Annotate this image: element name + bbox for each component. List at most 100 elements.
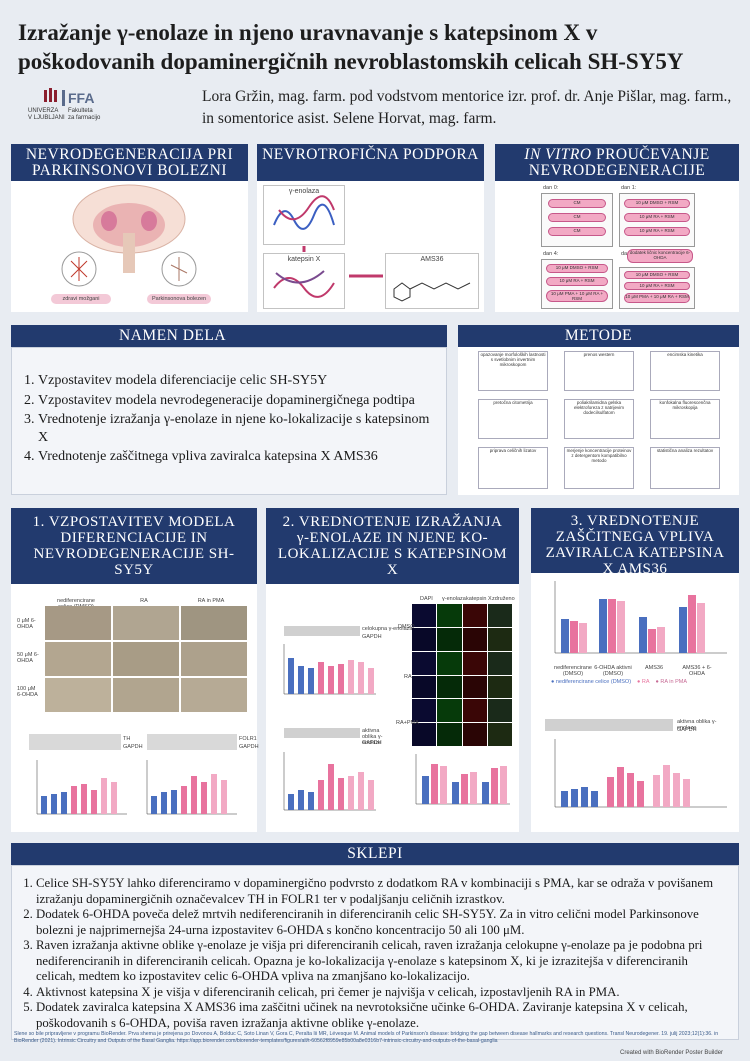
plate-day1: 10 μM DMSO + RSM 10 μM RA + RSM 10 μM RA… bbox=[619, 193, 695, 247]
s3-title: 3. VREDNOTENJE ZAŠČITNEGA VPLIVA ZAVIRAL… bbox=[545, 513, 725, 577]
cm-pill: CM bbox=[548, 199, 606, 208]
s3-blot bbox=[545, 719, 673, 731]
plate-day4: 10 μM DMSO + RSM 10 μM RA + RSM 10 μM PM… bbox=[541, 259, 613, 309]
s2-coloc-chart-icon bbox=[415, 754, 510, 805]
s1-col-ra: RA bbox=[140, 598, 148, 604]
s2-panel: celokupna γ-enolaza GAPDH aktivna oblika… bbox=[266, 584, 519, 832]
plate-day7: 10 μM DMSO + RSM 10 μM RA + RSM 10 μM PM… bbox=[619, 267, 695, 309]
legend-ra: ● RA bbox=[637, 679, 650, 685]
s3-legend: ● nediferencirane celice (DMSO) ● RA ● R… bbox=[551, 679, 731, 685]
s3-header: 3. VREDNOTENJE ZAŠČITNEGA VPLIVA ZAVIRAL… bbox=[531, 508, 739, 577]
cm-pill-3: CM bbox=[548, 227, 606, 236]
s2-blot-active bbox=[284, 728, 360, 738]
neuro-title: NEVRODEGENERACIJA PRI PARKINSONOVI BOLEZ… bbox=[25, 146, 234, 179]
method-box: opazovanje morfoloških lastnosti s svetl… bbox=[478, 351, 548, 391]
method-box: statistična analiza rezultatov bbox=[650, 447, 720, 489]
invitro-header: IN VITRO PROUČEVANJE NEVRODEGENERACIJE bbox=[495, 144, 739, 181]
aim-item: Vrednotenje zaščitnega vpliva zaviralca … bbox=[38, 448, 436, 466]
s1-row-0: 0 μM 6-OHDA bbox=[17, 618, 36, 630]
conf-row-ra: RA bbox=[404, 674, 412, 680]
s3-group-1: 6-OHDA aktivni (DMSO) bbox=[594, 665, 632, 677]
s2-blot-total-label: celokupna γ-enolaza bbox=[362, 626, 413, 632]
s1-blot-folr1 bbox=[147, 734, 237, 750]
ra-rsm-pill: 10 μM RA + RSM bbox=[624, 227, 690, 236]
ffa-logo-text: FFA bbox=[68, 90, 95, 106]
s3-group-3: AMS36 + 6-OHDA bbox=[682, 665, 712, 677]
invitro-title-rest: PROUČEVANJE NEVRODEGENERACIJE bbox=[528, 146, 710, 179]
plate-day0: CM CM CM bbox=[541, 193, 613, 247]
ams36-label: AMS36 bbox=[420, 256, 444, 263]
method-box: poliakrilamidna gelska elektroforeza z n… bbox=[564, 399, 634, 439]
parkinson-label: Parkinsonova bolezen bbox=[151, 296, 207, 302]
ul-emblem-icon bbox=[44, 88, 65, 106]
s1-panel: nediferencirane celice (DMSO) RA RA in P… bbox=[11, 584, 259, 832]
concl-item: Dodatek zaviralca katepsina X AMS36 ima … bbox=[36, 1000, 720, 1031]
s2-blot-total bbox=[284, 626, 360, 636]
s2-bar-chart-2-icon bbox=[283, 752, 376, 811]
conf-col-enolase: γ-enolaza bbox=[442, 596, 466, 602]
conf-row-dmso: DMSO bbox=[398, 624, 415, 630]
cathepsin-structure-icon bbox=[273, 270, 335, 298]
enolase-label: γ-enolaza bbox=[288, 188, 320, 195]
biorender-credit: Created with BioRender Poster Builder bbox=[620, 1050, 724, 1056]
s1-col-rapma: RA in PMA bbox=[197, 598, 225, 604]
ams36-box: AMS36 bbox=[385, 253, 479, 309]
logo-line2: V LJUBLJANI bbox=[28, 115, 65, 121]
s1-row-50: 50 μM 6-OHDA bbox=[17, 652, 39, 664]
concl-item: Celice SH-SY5Y lahko diferenciramo v dop… bbox=[36, 876, 720, 907]
method-box: konfokalna fluorescenčna mikroskopija bbox=[650, 399, 720, 439]
s2-title: 2. VREDNOTENJE IZRAŽANJA γ-ENOLAZE IN NJ… bbox=[277, 514, 508, 578]
logo-sub1: Fakulteta bbox=[68, 108, 93, 114]
methods-panel: opazovanje morfoloških lastnosti s svetl… bbox=[458, 347, 739, 495]
aim-panel: Vzpostavitev modela diferenciacije celic… bbox=[11, 347, 447, 495]
s1-blot-th-label: TH bbox=[123, 736, 131, 742]
day4-pma-pill: 10 μM PMA + 10 μM RA + RSM bbox=[546, 290, 608, 302]
s3-group-2: AMS36 bbox=[644, 665, 664, 671]
s2-blot-active-label: aktivna oblika γ-enolaze bbox=[362, 728, 383, 746]
s1-title: 1. VZPOSTAVITEV MODELA DIFERENCIACIJE IN… bbox=[32, 514, 236, 578]
concl-title: SKLEPI bbox=[347, 845, 403, 862]
healthy-brain-label: zdravi možgani bbox=[62, 296, 100, 302]
conf-col-cathepsin: katepsin X bbox=[466, 596, 492, 602]
conf-col-dapi: DAPI bbox=[420, 596, 433, 602]
poster-title: Izražanje γ-enolaze in njeno uravnavanje… bbox=[18, 20, 684, 74]
ra-pill: 10 μM RA + RSM bbox=[624, 213, 690, 222]
s2-bar-chart-1-icon bbox=[283, 644, 376, 695]
enolase-structure-icon bbox=[273, 195, 335, 230]
aim-item: Vzpostavitev modela nevrodegeneracije do… bbox=[38, 392, 436, 410]
dmso-pill: 10 μM DMSO + RSM bbox=[624, 199, 690, 208]
enolase-box: γ-enolaza bbox=[263, 185, 345, 245]
s1-blot-folr1-label: FOLR1 bbox=[239, 736, 257, 742]
invitro-panel: dan 0: dan 1: dan 4: dan 7 CM CM CM 10 μ… bbox=[495, 181, 739, 312]
s2-header: 2. VREDNOTENJE IZRAŽANJA γ-ENOLAZE IN NJ… bbox=[266, 508, 519, 584]
conf-col-merged: združeno bbox=[492, 596, 515, 602]
cathepsin-box: katepsin X bbox=[263, 253, 345, 309]
day4-label: dan 4: bbox=[543, 251, 559, 257]
arrows-icon bbox=[302, 246, 383, 278]
s1-blot-folr1-gapdh-label: GAPDH bbox=[239, 744, 259, 750]
day0-label: dan 0: bbox=[543, 185, 559, 191]
s1-blot-th bbox=[29, 734, 121, 750]
method-box: prenos western bbox=[564, 351, 634, 391]
day7-dmso-pill: 10 μM DMSO + RSM bbox=[624, 271, 690, 279]
methods-header: METODE bbox=[458, 325, 739, 347]
s2-blot-total-gapdh: GAPDH bbox=[362, 634, 382, 640]
concl-header: SKLEPI bbox=[11, 843, 739, 865]
neuro-panel: zdravi možgani Parkinsonova bolezen bbox=[11, 181, 248, 312]
s3-group-0: nediferencirane (DMSO) bbox=[554, 665, 592, 677]
method-box: encimska kinetika bbox=[650, 351, 720, 391]
s3-blot-gapdh: GAPDH bbox=[677, 727, 697, 733]
concl-item: Dodatek 6-OHDA poveča delež mrtvih nedif… bbox=[36, 907, 720, 938]
micrograph-grid bbox=[45, 606, 247, 712]
aim-header: NAMEN DELA bbox=[11, 325, 447, 347]
aim-title: NAMEN DELA bbox=[119, 327, 227, 344]
concl-item: Aktivnost katepsina X je višja v diferen… bbox=[36, 985, 720, 1001]
s2-blot-active-gapdh: GAPDH bbox=[362, 740, 382, 746]
logo-sub2: za farmacijo bbox=[68, 115, 101, 121]
s3-blot-label: aktivna oblika γ-enolaze bbox=[677, 719, 717, 731]
s1-row-100: 100 μM 6-OHDA bbox=[17, 686, 38, 698]
methods-title: METODE bbox=[564, 327, 633, 344]
confocal-grid bbox=[412, 604, 512, 746]
day7-pma-pill: 10 μM PMA + 10 μM RA + RSM bbox=[624, 293, 690, 303]
concl-list: Celice SH-SY5Y lahko diferenciramo v dop… bbox=[20, 876, 720, 1031]
